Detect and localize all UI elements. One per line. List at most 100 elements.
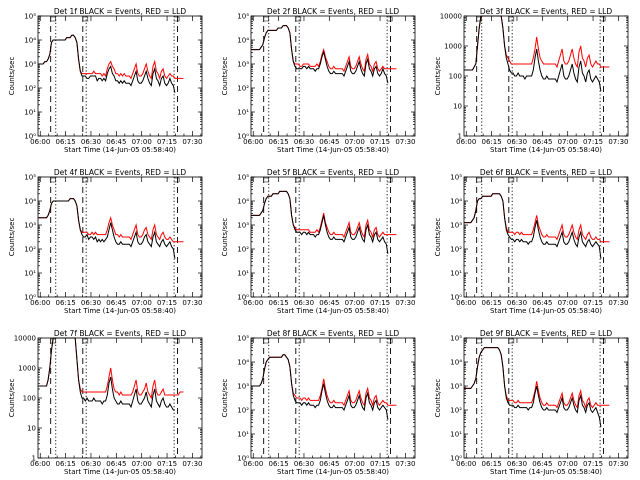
x-tick-label: 06:15: [56, 138, 76, 146]
x-tick-label: 06:30: [81, 460, 101, 468]
lld-series-line: [464, 15, 610, 71]
x-tick-label: 06:45: [106, 138, 126, 146]
interval-flag-2: [295, 16, 302, 22]
y-tick-label: 10³: [24, 61, 36, 69]
y-tick-label: 1000: [18, 365, 36, 373]
x-tick-label: 06:45: [106, 299, 126, 307]
x-tick-label: 06:15: [482, 138, 502, 146]
panel-det-8: Det 8f BLACK = Events, RED = LLD 10⁰ 10¹ 10…: [221, 329, 416, 476]
x-tick-label: 07:00: [132, 460, 152, 468]
interval-flag-2: [82, 338, 89, 344]
y-axis-label: Counts/sec: [221, 218, 229, 257]
y-tick-label: 10⁵: [237, 174, 249, 182]
interval-flag-2: [82, 177, 89, 183]
events-series-line: [251, 25, 389, 84]
events-series-line: [464, 15, 602, 92]
events-series-line: [38, 337, 175, 411]
y-tick-label: 10⁰: [450, 455, 462, 463]
panel-det-4: Det 4f BLACK = Events, RED = LLD 10⁰ 10¹ 10…: [8, 168, 203, 315]
events-series-line: [38, 198, 176, 259]
interval-flag-1: [263, 177, 269, 183]
x-tick-label: 07:00: [132, 299, 152, 307]
y-axis-label: Counts/sec: [221, 379, 229, 418]
x-tick-label: 07:30: [182, 138, 202, 146]
y-tick-label: 10³: [24, 222, 36, 230]
y-tick-label: 10³: [237, 61, 249, 69]
interval-flag-3: [387, 338, 393, 344]
x-tick-label: 07:30: [395, 138, 415, 146]
x-tick-label: 07:30: [395, 460, 415, 468]
x-tick-label: 06:30: [294, 138, 314, 146]
x-tick-label: 06:30: [507, 460, 527, 468]
y-tick-label: 10⁴: [24, 37, 36, 45]
interval-flag-3: [387, 16, 393, 22]
events-series-line: [251, 190, 389, 254]
x-axis-label: Start Time (14-Jun-05 05:58:40): [490, 307, 602, 315]
x-axis-label: Start Time (14-Jun-05 05:58:40): [277, 468, 389, 476]
y-axis-label: Counts/sec: [221, 57, 229, 96]
interval-flag-1: [476, 338, 482, 344]
interval-flag-1: [50, 177, 56, 183]
y-tick-label: 10: [453, 103, 462, 111]
x-tick-label: 07:15: [157, 460, 177, 468]
x-tick-label: 06:00: [456, 138, 476, 146]
y-tick-label: 100: [449, 73, 462, 81]
y-tick-label: 10¹: [450, 431, 462, 439]
y-tick-label: 10⁰: [24, 294, 36, 302]
x-tick-label: 06:00: [243, 460, 263, 468]
x-tick-label: 07:00: [132, 138, 152, 146]
x-axis-label: Start Time (14-Jun-05 05:58:40): [64, 146, 176, 154]
panel-det-6: Det 6f BLACK = Events, RED = LLD 10⁰ 10¹ 10…: [434, 168, 629, 315]
y-tick-label: 1: [32, 455, 36, 463]
x-tick-label: 06:45: [532, 138, 552, 146]
lld-series-line: [38, 337, 184, 400]
y-axis-label: Counts/sec: [434, 57, 442, 96]
x-tick-label: 06:00: [243, 138, 263, 146]
x-tick-label: 06:15: [269, 138, 289, 146]
lld-series-line: [464, 193, 610, 243]
x-tick-label: 06:45: [319, 299, 339, 307]
panel-title: Det 7f BLACK = Events, RED = LLD: [54, 329, 187, 338]
interval-flag-1: [476, 177, 482, 183]
x-tick-label: 06:00: [243, 299, 263, 307]
y-tick-label: 10²: [450, 407, 462, 415]
y-tick-label: 10⁵: [24, 13, 36, 21]
interval-flag-3: [174, 16, 180, 22]
interval-flag-3: [174, 338, 180, 344]
y-tick-label: 10²: [24, 246, 36, 254]
panel-title: Det 6f BLACK = Events, RED = LLD: [480, 168, 613, 177]
y-axis-label: Counts/sec: [8, 218, 16, 257]
plot-frame: [250, 176, 416, 298]
x-tick-label: 06:30: [294, 299, 314, 307]
y-tick-label: 10²: [237, 246, 249, 254]
x-tick-label: 06:15: [269, 460, 289, 468]
interval-flag-1: [50, 16, 56, 22]
interval-flag-1: [263, 16, 269, 22]
x-tick-label: 06:45: [319, 460, 339, 468]
x-tick-label: 07:15: [583, 138, 603, 146]
x-tick-label: 06:30: [507, 138, 527, 146]
x-axis-label: Start Time (14-Jun-05 05:58:40): [64, 307, 176, 315]
panel-title: Det 9f BLACK = Events, RED = LLD: [480, 329, 613, 338]
x-tick-label: 07:00: [345, 460, 365, 468]
lld-series-line: [464, 347, 610, 410]
x-tick-label: 07:15: [370, 299, 390, 307]
y-tick-label: 10⁴: [450, 359, 462, 367]
interval-flag-3: [600, 338, 606, 344]
lld-series-line: [251, 25, 397, 73]
x-tick-label: 06:30: [81, 299, 101, 307]
interval-flag-2: [295, 338, 302, 344]
panel-title: Det 3f BLACK = Events, RED = LLD: [480, 7, 613, 16]
x-tick-label: 06:15: [56, 460, 76, 468]
panel-det-3: Det 3f BLACK = Events, RED = LLD 1 10 100 10…: [434, 7, 629, 154]
x-axis-label: Start Time (14-Jun-05 05:58:40): [277, 146, 389, 154]
plot-frame: [250, 337, 416, 459]
y-tick-label: 10⁰: [450, 294, 462, 302]
interval-flag-2: [508, 16, 515, 22]
y-axis-label: Counts/sec: [8, 57, 16, 96]
plot-frame: [463, 337, 629, 459]
lld-series-line: [251, 190, 397, 239]
interval-flag-3: [600, 177, 606, 183]
x-tick-label: 07:30: [608, 460, 628, 468]
